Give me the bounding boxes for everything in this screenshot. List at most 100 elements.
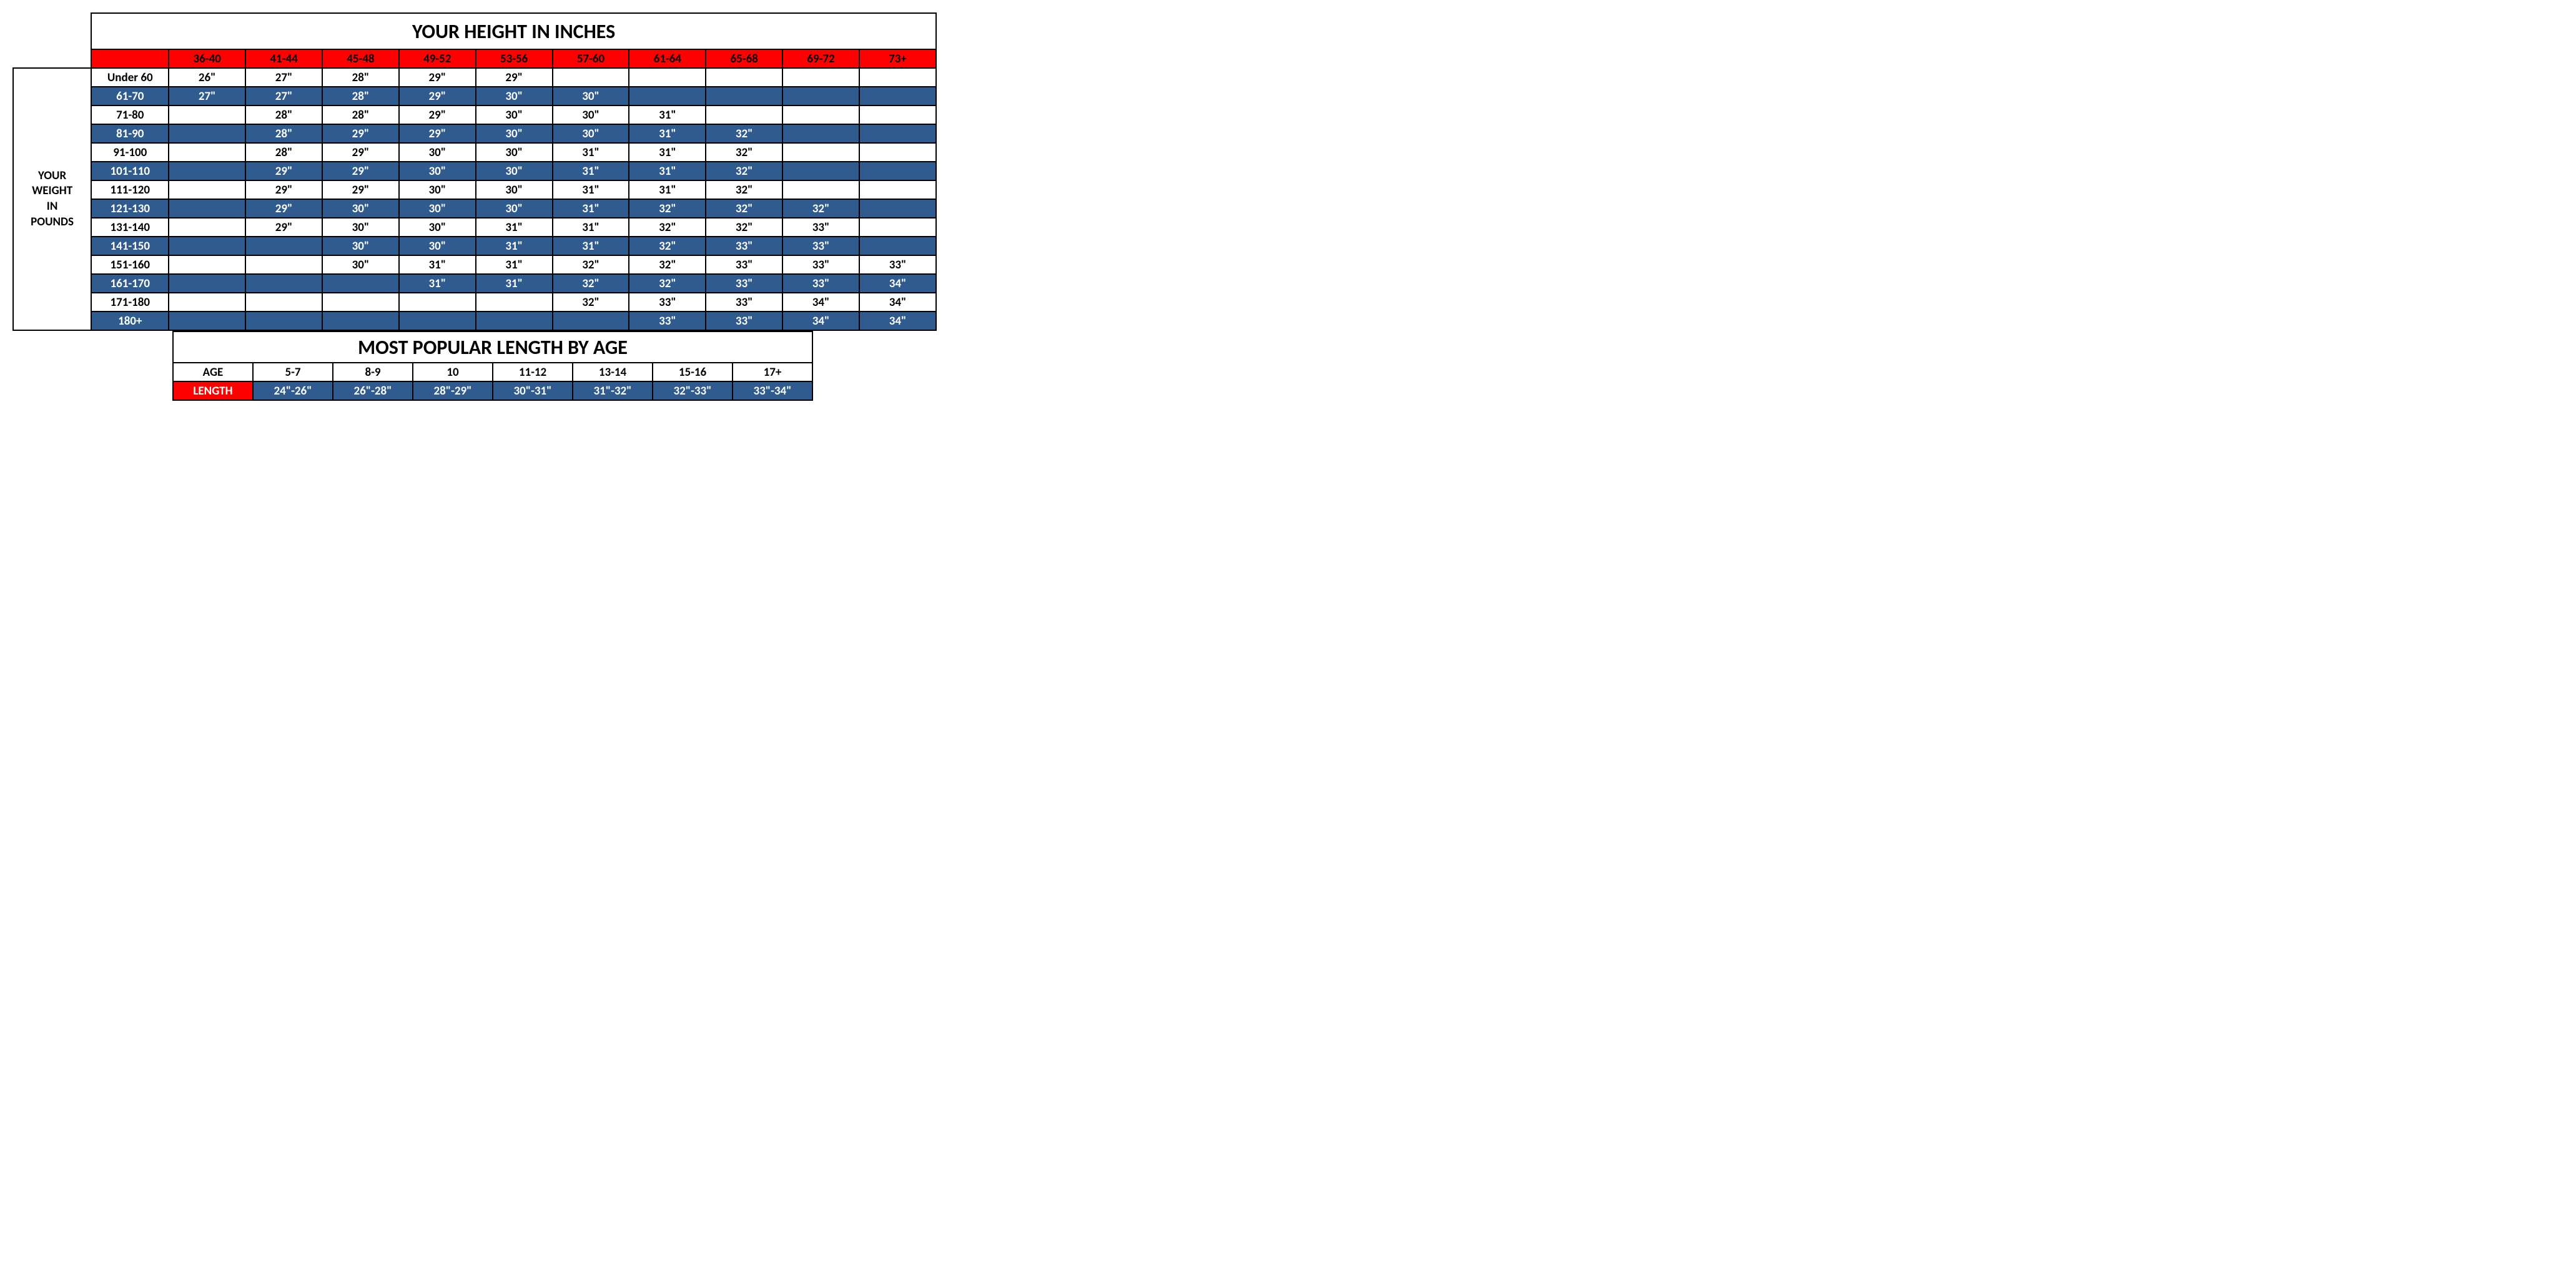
size-cell <box>782 68 859 87</box>
size-cell: 29" <box>245 162 322 180</box>
size-cell: 30" <box>476 87 553 106</box>
weight-row-label: 91-100 <box>91 143 169 162</box>
size-cell: 33" <box>706 312 782 330</box>
size-cell: 30" <box>399 199 476 218</box>
size-cell: 30" <box>476 143 553 162</box>
size-cell: 28" <box>245 143 322 162</box>
weight-row-label: 61-70 <box>91 87 169 106</box>
size-cell <box>706 106 782 124</box>
size-cell: 31" <box>629 106 706 124</box>
weight-row-label: 111-120 <box>91 180 169 199</box>
size-cell: 32" <box>629 199 706 218</box>
size-cell <box>399 312 476 330</box>
height-col-6: 61-64 <box>629 49 706 68</box>
length-val-4: 31"-32" <box>573 381 653 400</box>
size-cell <box>169 293 245 312</box>
table-row: YOURWEIGHTINPOUNDSUnder 6026"27"28"29"29… <box>13 68 936 87</box>
size-cell: 34" <box>859 274 936 293</box>
size-cell: 27" <box>169 87 245 106</box>
size-cell <box>476 312 553 330</box>
size-cell <box>859 106 936 124</box>
size-cell: 30" <box>399 218 476 237</box>
weight-row-label: 71-80 <box>91 106 169 124</box>
size-cell <box>245 293 322 312</box>
table-row: 151-16030"31"31"32"32"33"33"33" <box>13 255 936 274</box>
size-cell <box>859 143 936 162</box>
size-cell <box>169 237 245 255</box>
size-cell <box>859 199 936 218</box>
size-cell <box>169 124 245 143</box>
size-cell: 32" <box>706 199 782 218</box>
size-cell: 30" <box>399 237 476 255</box>
size-cell <box>859 237 936 255</box>
size-cell: 31" <box>629 143 706 162</box>
size-cell <box>706 68 782 87</box>
size-cell: 30" <box>476 162 553 180</box>
table-row: 71-8028"28"29"30"30"31" <box>13 106 936 124</box>
table-row: 161-17031"31"32"32"33"33"34" <box>13 274 936 293</box>
size-cell: 31" <box>476 237 553 255</box>
size-cell <box>859 68 936 87</box>
size-cell: 33" <box>629 293 706 312</box>
size-cell: 30" <box>322 218 399 237</box>
height-col-7: 65-68 <box>706 49 782 68</box>
table-row: 171-18032"33"33"34"34" <box>13 293 936 312</box>
weight-row-label: 151-160 <box>91 255 169 274</box>
size-cell: 29" <box>322 124 399 143</box>
length-val-2: 28"-29" <box>413 381 493 400</box>
size-cell: 27" <box>245 87 322 106</box>
size-cell: 29" <box>245 218 322 237</box>
age-val-0: 5-7 <box>253 363 333 381</box>
size-cell: 34" <box>782 312 859 330</box>
size-cell: 30" <box>399 162 476 180</box>
size-cell <box>782 180 859 199</box>
size-cell <box>322 312 399 330</box>
size-cell: 30" <box>476 124 553 143</box>
size-cell: 32" <box>553 255 629 274</box>
size-cell <box>245 312 322 330</box>
height-col-3: 49-52 <box>399 49 476 68</box>
size-cell: 34" <box>859 312 936 330</box>
size-cell <box>782 87 859 106</box>
size-cell: 31" <box>476 274 553 293</box>
height-col-4: 53-56 <box>476 49 553 68</box>
header-blank <box>91 49 169 68</box>
age-val-5: 15-16 <box>653 363 733 381</box>
size-cell: 32" <box>553 293 629 312</box>
size-cell: 32" <box>706 180 782 199</box>
table-row: 180+33"33"34"34" <box>13 312 936 330</box>
size-cell: 29" <box>476 68 553 87</box>
age-table: MOST POPULAR LENGTH BY AGE AGE 5-7 8-9 1… <box>172 331 813 401</box>
height-title: YOUR HEIGHT IN INCHES <box>91 13 936 49</box>
length-label: LENGTH <box>173 381 253 400</box>
table-row: 81-9028"29"29"30"30"31"32" <box>13 124 936 143</box>
size-cell: 31" <box>553 218 629 237</box>
size-cell: 30" <box>553 124 629 143</box>
size-cell: 34" <box>782 293 859 312</box>
size-cell <box>782 162 859 180</box>
size-cell: 30" <box>322 255 399 274</box>
size-cell <box>553 68 629 87</box>
size-cell <box>629 87 706 106</box>
height-col-8: 69-72 <box>782 49 859 68</box>
size-cell <box>399 293 476 312</box>
weight-row-label: 141-150 <box>91 237 169 255</box>
size-cell: 29" <box>399 68 476 87</box>
size-cell: 31" <box>476 255 553 274</box>
size-cell <box>169 180 245 199</box>
size-cell: 33" <box>782 274 859 293</box>
age-val-4: 13-14 <box>573 363 653 381</box>
age-val-3: 11-12 <box>493 363 573 381</box>
size-cell: 30" <box>322 199 399 218</box>
size-cell: 32" <box>706 162 782 180</box>
size-cell: 31" <box>476 218 553 237</box>
size-cell: 29" <box>399 106 476 124</box>
size-cell: 30" <box>399 143 476 162</box>
size-cell: 30" <box>476 199 553 218</box>
size-cell: 30" <box>553 106 629 124</box>
size-cell <box>245 237 322 255</box>
size-cell <box>322 274 399 293</box>
table-row: 131-14029"30"30"31"31"32"32"33" <box>13 218 936 237</box>
size-cell: 29" <box>322 180 399 199</box>
size-cell: 32" <box>629 218 706 237</box>
